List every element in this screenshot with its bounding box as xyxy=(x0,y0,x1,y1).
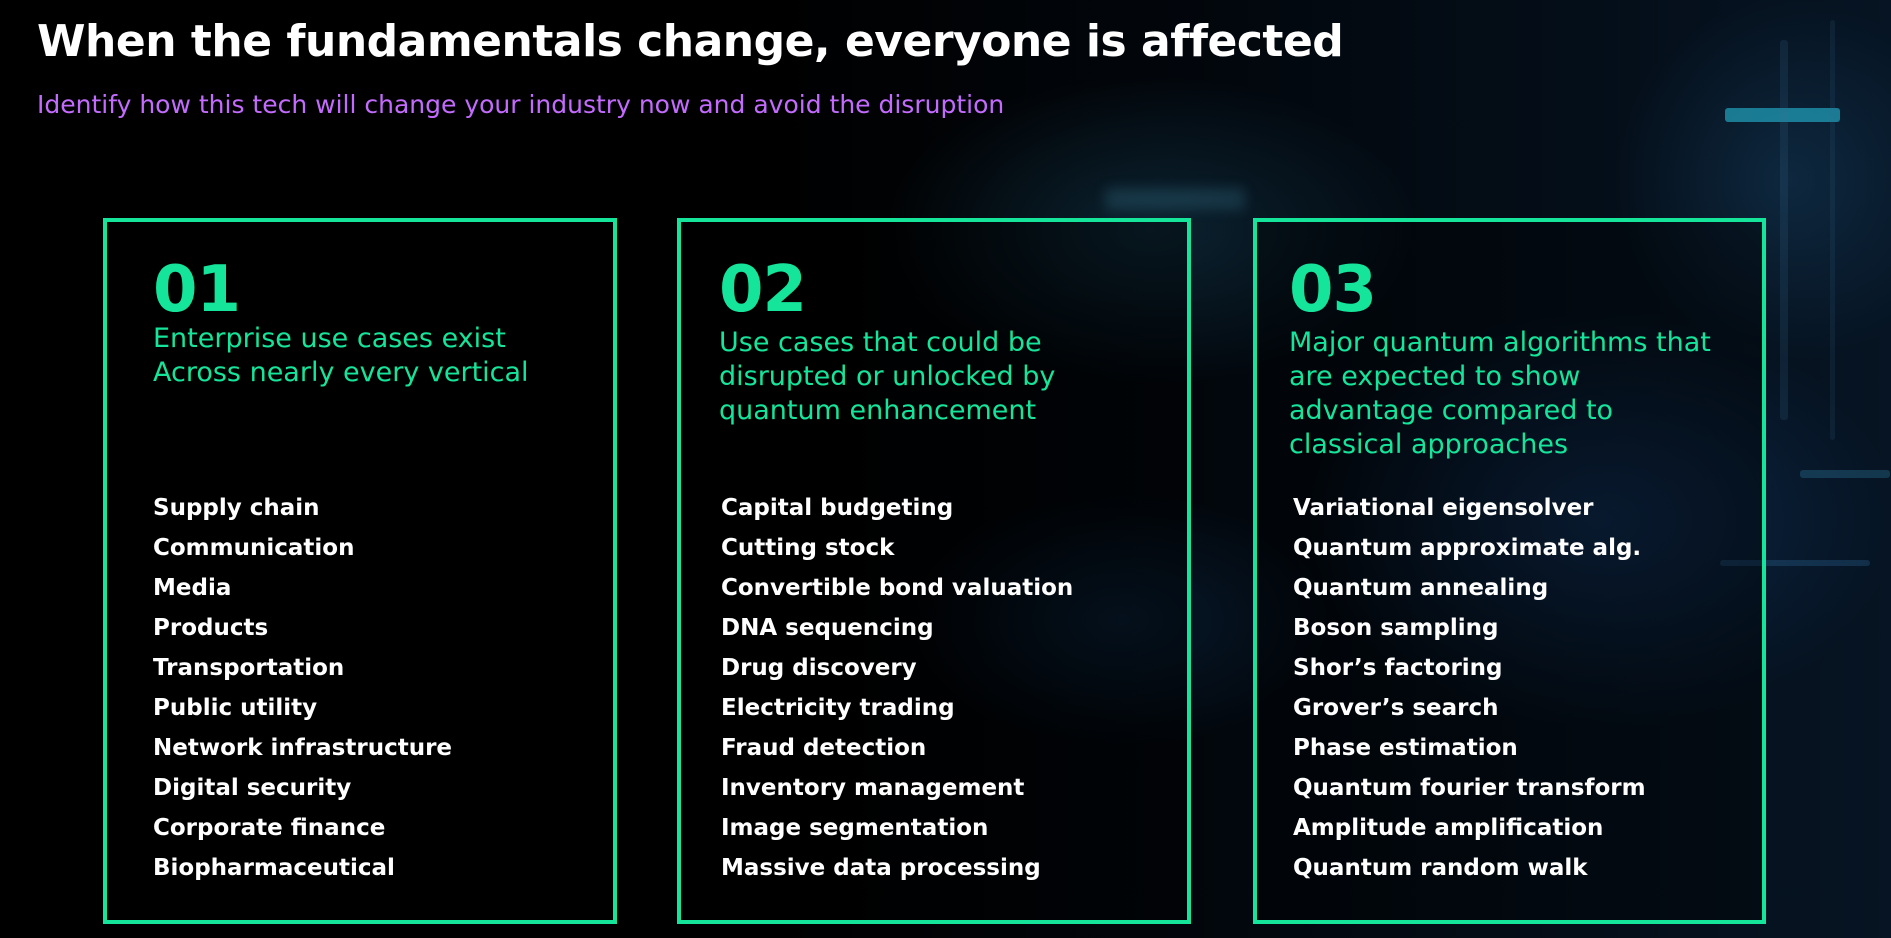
list-item: Shor’s factoring xyxy=(1293,655,1503,681)
list-item: Products xyxy=(153,615,269,641)
background-light-streak xyxy=(1800,470,1890,478)
card-description-line: Major quantum algorithms that xyxy=(1289,327,1711,358)
list-item: Convertible bond valuation xyxy=(721,575,1074,601)
list-item: Capital budgeting xyxy=(721,495,954,521)
card-number: 03 xyxy=(1289,253,1377,327)
card-disrupted-use-cases: 02 Use cases that could be disrupted or … xyxy=(677,218,1191,924)
list-item: Corporate finance xyxy=(153,815,386,841)
list-item: Public utility xyxy=(153,695,318,721)
list-item: Phase estimation xyxy=(1293,735,1518,761)
card-number: 01 xyxy=(153,253,241,327)
background-light-streak xyxy=(1105,188,1245,210)
card-number: 02 xyxy=(719,253,807,327)
card-item-list: Variational eigensolver Quantum approxim… xyxy=(1293,488,1646,888)
card-description-line: Enterprise use cases exist xyxy=(153,323,506,354)
list-item: Cutting stock xyxy=(721,535,895,561)
card-item-list: Supply chain Communication Media Product… xyxy=(153,488,452,888)
card-description-line: advantage compared to xyxy=(1289,395,1614,426)
card-description: Enterprise use cases exist Across nearly… xyxy=(153,322,529,390)
list-item: Communication xyxy=(153,535,355,561)
card-enterprise-use-cases: 01 Enterprise use cases exist Across nea… xyxy=(103,218,617,924)
card-description-line: quantum enhancement xyxy=(719,395,1037,426)
background-light-streak xyxy=(1720,560,1870,566)
card-quantum-algorithms: 03 Major quantum algorithms that are exp… xyxy=(1253,218,1766,924)
list-item: Digital security xyxy=(153,775,352,801)
list-item: Media xyxy=(153,575,232,601)
card-description: Use cases that could be disrupted or unl… xyxy=(719,326,1055,428)
list-item: Quantum approximate alg. xyxy=(1293,535,1642,561)
background-light-streak xyxy=(1780,40,1788,420)
background-light-streak xyxy=(1725,108,1840,122)
list-item: Fraud detection xyxy=(721,735,927,761)
list-item: Amplitude amplification xyxy=(1293,815,1604,841)
list-item: Quantum annealing xyxy=(1293,575,1549,601)
list-item: Boson sampling xyxy=(1293,615,1499,641)
list-item: Biopharmaceutical xyxy=(153,855,395,881)
background-light-streak xyxy=(1830,20,1835,440)
card-description-line: Across nearly every vertical xyxy=(153,357,529,388)
list-item: Supply chain xyxy=(153,495,320,521)
list-item: Transportation xyxy=(153,655,345,681)
list-item: Variational eigensolver xyxy=(1293,495,1594,521)
list-item: Quantum fourier transform xyxy=(1293,775,1646,801)
page-subtitle: Identify how this tech will change your … xyxy=(37,90,1005,119)
list-item: Inventory management xyxy=(721,775,1025,801)
page-title: When the fundamentals change, everyone i… xyxy=(37,16,1344,67)
list-item: Quantum random walk xyxy=(1293,855,1588,881)
list-item: Image segmentation xyxy=(721,815,989,841)
list-item: Network infrastructure xyxy=(153,735,453,761)
list-item: DNA sequencing xyxy=(721,615,934,641)
card-description-line: disrupted or unlocked by xyxy=(719,361,1056,392)
card-description-line: are expected to show xyxy=(1289,361,1581,392)
card-description-line: classical approaches xyxy=(1289,429,1569,460)
list-item: Massive data processing xyxy=(721,855,1041,881)
card-description-line: Use cases that could be xyxy=(719,327,1042,358)
card-description: Major quantum algorithms that are expect… xyxy=(1289,326,1711,462)
list-item: Grover’s search xyxy=(1293,695,1499,721)
list-item: Electricity trading xyxy=(721,695,955,721)
card-item-list: Capital budgeting Cutting stock Converti… xyxy=(721,488,1073,888)
list-item: Drug discovery xyxy=(721,655,917,681)
